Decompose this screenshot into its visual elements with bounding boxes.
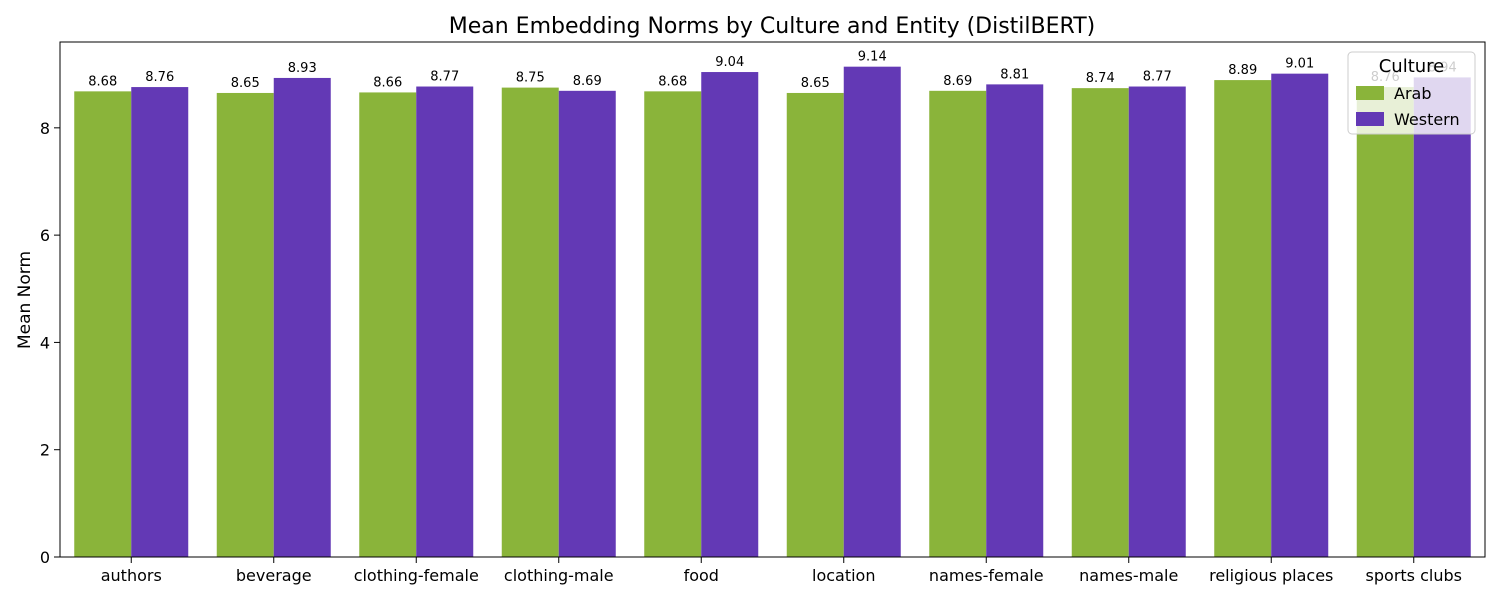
data-label: 9.14 (858, 50, 887, 65)
data-label: 8.77 (1143, 70, 1172, 85)
data-label: 8.89 (1228, 63, 1257, 78)
x-tick-label: clothing-male (504, 566, 614, 585)
y-tick-label: 8 (40, 119, 50, 138)
y-tick-label: 4 (40, 333, 50, 352)
legend-title: Culture (1379, 56, 1445, 77)
bar-arab-beverage (216, 92, 274, 558)
data-label: 8.93 (288, 61, 317, 76)
bar-arab-sports-clubs (1356, 87, 1414, 557)
bar-arab-clothing-female (359, 92, 417, 557)
data-labels-group: 8.68 8.76 8.65 8.93 8.66 8.77 8.75 8.69 8.68 9.04… (88, 50, 1456, 91)
bar-arab-names-male (1071, 88, 1129, 558)
y-axis-label: Mean Norm (15, 251, 35, 349)
legend-swatch-western (1356, 112, 1384, 126)
chart-title: Mean Embedding Norms by Culture and Enti… (449, 14, 1095, 39)
x-tick-label: location (812, 566, 875, 585)
bar-western-authors (131, 87, 189, 557)
legend-swatch-arab (1356, 86, 1384, 100)
legend: Culture Arab Western (1347, 51, 1476, 135)
data-label: 8.65 (231, 76, 260, 91)
data-label: 8.66 (373, 75, 402, 90)
legend-label-western: Western (1394, 110, 1460, 129)
data-label: 8.77 (430, 70, 459, 85)
data-label: 8.65 (801, 76, 830, 91)
x-tick-label: authors (101, 566, 162, 585)
bar-western-sports-clubs (1413, 77, 1471, 557)
y-axis: 0 2 4 6 8 (40, 119, 60, 567)
bar-arab-location (786, 92, 844, 558)
bar-arab-clothing-male (501, 87, 559, 557)
data-label: 8.69 (573, 74, 602, 89)
bar-western-clothing-male (558, 90, 616, 557)
bar-western-names-male (1128, 86, 1186, 558)
plot-frame (59, 41, 1486, 558)
x-tick-label: names-female (929, 566, 1044, 585)
y-tick-label: 2 (40, 441, 50, 460)
data-label: 8.81 (1000, 67, 1029, 82)
data-label: 8.69 (943, 74, 972, 89)
bar-western-clothing-female (416, 86, 474, 558)
bars-group (74, 66, 1471, 558)
x-tick-label: names-male (1079, 566, 1178, 585)
data-label: 8.68 (658, 74, 687, 89)
bar-western-names-female (986, 84, 1044, 557)
bar-arab-food (644, 91, 702, 558)
legend-label-arab: Arab (1394, 84, 1431, 103)
x-tick-label: clothing-female (354, 566, 479, 585)
x-tick-label: religious places (1209, 566, 1333, 585)
data-label: 9.04 (715, 55, 744, 70)
bar-western-beverage (273, 77, 331, 557)
bar-western-location (843, 66, 901, 557)
y-tick-label: 6 (40, 226, 50, 245)
data-label: 8.75 (516, 71, 545, 86)
x-tick-label: beverage (236, 566, 312, 585)
bar-western-food (701, 72, 759, 558)
data-label: 9.01 (1285, 57, 1314, 72)
x-tick-label: sports clubs (1366, 566, 1462, 585)
x-tick-label: food (684, 566, 719, 585)
x-axis: authors beverage clothing-female clothing-m… (101, 557, 1462, 585)
bar-arab-authors (74, 91, 132, 558)
data-label: 8.68 (88, 74, 117, 89)
y-tick-label: 0 (40, 548, 50, 567)
data-label: 8.74 (1086, 71, 1115, 86)
bar-arab-religious-places (1214, 80, 1272, 558)
legend-items: Arab Western (1356, 84, 1460, 129)
bar-arab-names-female (929, 90, 987, 557)
bar-western-religious-places (1271, 73, 1329, 558)
data-label: 8.76 (145, 70, 174, 85)
